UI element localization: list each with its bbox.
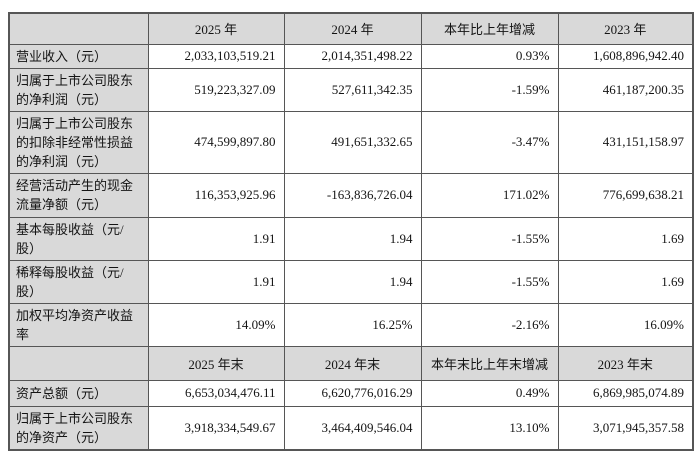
cell-2025-end: 3,918,334,549.67 (147, 405, 285, 450)
cell-2023: 431,151,158.97 (557, 110, 694, 174)
cell-2024: 2,014,351,498.22 (283, 43, 422, 69)
cell-change: -1.55% (420, 259, 559, 304)
header-cell-2025: 2025 年 (147, 12, 285, 45)
row-label: 经营活动产生的现金流量净额（元） (8, 172, 149, 218)
cell-2024: 491,651,332.65 (283, 110, 422, 174)
cell-2024: 16.25% (283, 302, 422, 347)
cell-2023: 1,608,896,942.40 (557, 43, 694, 69)
row-label: 归属于上市公司股东的净利润（元） (8, 67, 149, 112)
cell-2025: 519,223,327.09 (147, 67, 285, 112)
cell-2025: 1.91 (147, 259, 285, 304)
cell-2024: 1.94 (283, 216, 422, 261)
cell-2025: 474,599,897.80 (147, 110, 285, 174)
cell-2024: 1.94 (283, 259, 422, 304)
row-label: 稀释每股收益（元/股） (8, 259, 149, 304)
cell-2025: 116,353,925.96 (147, 172, 285, 218)
cell-2023: 1.69 (557, 216, 694, 261)
cell-change: -3.47% (420, 110, 559, 174)
row-operating-cash-flow: 经营活动产生的现金流量净额（元） 116,353,925.96 -163,836… (8, 172, 694, 218)
row-label: 归属于上市公司股东的扣除非经常性损益的净利润（元） (8, 110, 149, 174)
cell-change: -1.59% (420, 67, 559, 112)
cell-2024: 527,611,342.35 (283, 67, 422, 112)
row-total-assets: 资产总额（元） 6,653,034,476.11 6,620,776,016.2… (8, 379, 694, 407)
header-row-year-end: 2025 年末 2024 年末 本年末比上年末增减 2023 年末 (8, 345, 694, 381)
header-cell-2023: 2023 年 (557, 12, 694, 45)
header-cell-empty (8, 12, 149, 45)
row-diluted-eps: 稀释每股收益（元/股） 1.91 1.94 -1.55% 1.69 (8, 259, 694, 304)
cell-2024-end: 3,464,409,546.04 (283, 405, 422, 450)
cell-2023: 461,187,200.35 (557, 67, 694, 112)
header-cell-2023-end: 2023 年末 (557, 345, 694, 381)
cell-change: -2.16% (420, 302, 559, 347)
cell-2025: 1.91 (147, 216, 285, 261)
header-cell-2024-end: 2024 年末 (283, 345, 422, 381)
cell-2025: 14.09% (147, 302, 285, 347)
cell-2023: 1.69 (557, 259, 694, 304)
cell-2023: 776,699,638.21 (557, 172, 694, 218)
header-cell-empty (8, 345, 149, 381)
cell-2024-end: 6,620,776,016.29 (283, 379, 422, 407)
row-net-profit-deducted: 归属于上市公司股东的扣除非经常性损益的净利润（元） 474,599,897.80… (8, 110, 694, 174)
cell-2025-end: 6,653,034,476.11 (147, 379, 285, 407)
header-cell-yoy-change: 本年比上年增减 (420, 12, 559, 45)
header-cell-2024: 2024 年 (283, 12, 422, 45)
header-cell-year-end-change: 本年末比上年末增减 (420, 345, 559, 381)
row-weighted-avg-roe: 加权平均净资产收益率 14.09% 16.25% -2.16% 16.09% (8, 302, 694, 347)
row-label: 基本每股收益（元/股） (8, 216, 149, 261)
row-basic-eps: 基本每股收益（元/股） 1.91 1.94 -1.55% 1.69 (8, 216, 694, 261)
row-label: 加权平均净资产收益率 (8, 302, 149, 347)
cell-2023-end: 6,869,985,074.89 (557, 379, 694, 407)
row-label: 归属于上市公司股东的净资产（元） (8, 405, 149, 450)
row-label: 资产总额（元） (8, 379, 149, 407)
cell-2025: 2,033,103,519.21 (147, 43, 285, 69)
cell-change: 171.02% (420, 172, 559, 218)
header-row-annual: 2025 年 2024 年 本年比上年增减 2023 年 (8, 12, 694, 45)
financial-summary-table: 2025 年 2024 年 本年比上年增减 2023 年 营业收入（元） 2,0… (8, 12, 694, 451)
row-net-assets: 归属于上市公司股东的净资产（元） 3,918,334,549.67 3,464,… (8, 405, 694, 450)
header-cell-2025-end: 2025 年末 (147, 345, 285, 381)
cell-change: 13.10% (420, 405, 559, 450)
cell-2023-end: 3,071,945,357.58 (557, 405, 694, 450)
cell-2023: 16.09% (557, 302, 694, 347)
cell-change: -1.55% (420, 216, 559, 261)
cell-2024: -163,836,726.04 (283, 172, 422, 218)
row-label: 营业收入（元） (8, 43, 149, 69)
cell-change: 0.93% (420, 43, 559, 69)
row-net-profit: 归属于上市公司股东的净利润（元） 519,223,327.09 527,611,… (8, 67, 694, 112)
cell-change: 0.49% (420, 379, 559, 407)
row-operating-revenue: 营业收入（元） 2,033,103,519.21 2,014,351,498.2… (8, 43, 694, 69)
